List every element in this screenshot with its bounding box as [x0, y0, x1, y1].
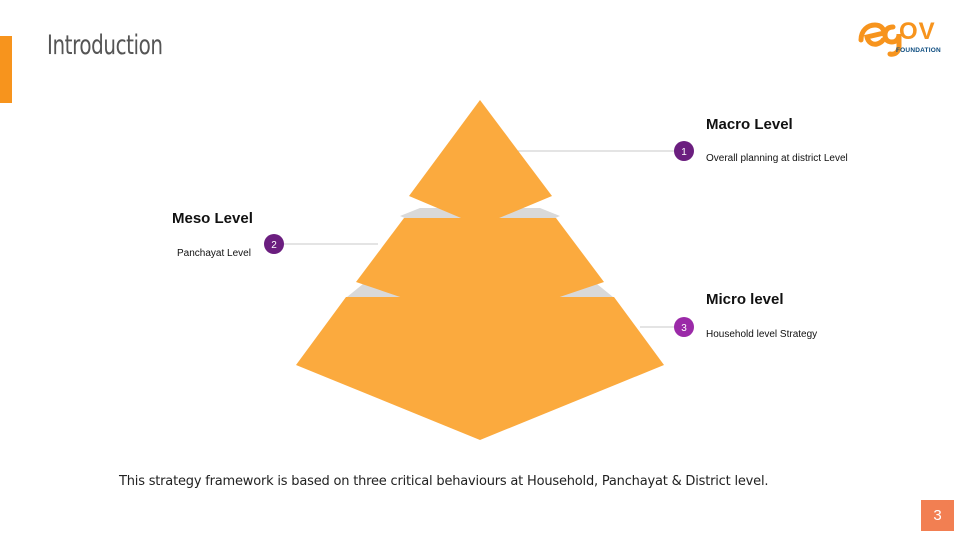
micro-level-title: Micro level: [706, 291, 784, 308]
macro-level-description: Overall planning at district Level: [706, 153, 848, 164]
badge-number-2: 2: [271, 240, 277, 251]
pyramid-tier-micro: [296, 297, 664, 440]
micro-level-description: Household level Strategy: [706, 329, 818, 340]
egov-foundation-logo: OV FOUNDATION: [855, 18, 947, 58]
page-number: 3: [933, 507, 942, 524]
egov-logo-icon: [858, 22, 902, 57]
meso-level-title: Meso Level: [172, 210, 253, 227]
meso-level-description: Panchayat Level: [177, 248, 251, 259]
framework-summary-text: This strategy framework is based on thre…: [119, 474, 769, 489]
badge-circle-1: [674, 141, 694, 161]
badge-circle-3: [674, 317, 694, 337]
macro-level-title: Macro Level: [706, 116, 793, 133]
page-number-badge: 3: [921, 500, 954, 531]
accent-bar: [0, 36, 12, 103]
badge-number-1: 1: [681, 147, 687, 158]
badge-number-3: 3: [681, 323, 687, 334]
page-title: Introduction: [47, 30, 163, 61]
badge-circle-2: [264, 234, 284, 254]
logo-subtitle: FOUNDATION: [896, 47, 941, 54]
pyramid-tier-macro: [409, 100, 552, 226]
logo-wordmark: OV: [899, 18, 936, 45]
